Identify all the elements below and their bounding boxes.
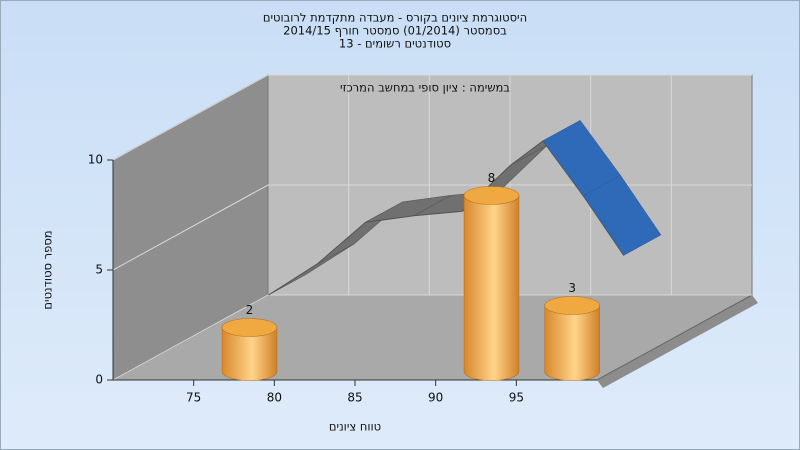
x-tick-label: 95 bbox=[509, 391, 524, 405]
bar-top bbox=[463, 186, 520, 205]
line bbox=[268, 140, 625, 296]
plot-walls bbox=[112, 74, 758, 388]
bar-top bbox=[544, 296, 600, 315]
chart-title: בסמסטר (01/2014) סמסטר חורף 2014/15 bbox=[283, 24, 507, 38]
y-axis-label: מספר סטודנטים bbox=[41, 230, 55, 309]
x-axis-label: טווח ציונים bbox=[329, 420, 381, 434]
data-label: 2 bbox=[246, 303, 254, 317]
data-label: 8 bbox=[488, 171, 496, 185]
x-tick-label: 85 bbox=[347, 391, 362, 405]
x-tick-label: 90 bbox=[428, 391, 443, 405]
bar-top bbox=[221, 318, 278, 337]
data-label: 3 bbox=[568, 281, 576, 295]
x-tick-label: 80 bbox=[267, 391, 282, 405]
y-tick-label: 5 bbox=[95, 263, 103, 277]
x-tick-label: 75 bbox=[186, 391, 201, 405]
subtitle: במשימה : ציון סופי במחשב המרכזי bbox=[340, 81, 510, 95]
y-tick-label: 0 bbox=[95, 373, 103, 387]
floor-shadow bbox=[597, 295, 758, 388]
bar bbox=[221, 327, 278, 381]
bar bbox=[544, 305, 600, 381]
chart-title: סטודנטים רשומים - 13 bbox=[339, 37, 451, 51]
chart-title: היסטוגרמת ציונים בקורס - מעבדה מתקדמת לר… bbox=[263, 11, 527, 25]
y-tick-label: 10 bbox=[88, 153, 103, 167]
bar bbox=[463, 195, 520, 381]
